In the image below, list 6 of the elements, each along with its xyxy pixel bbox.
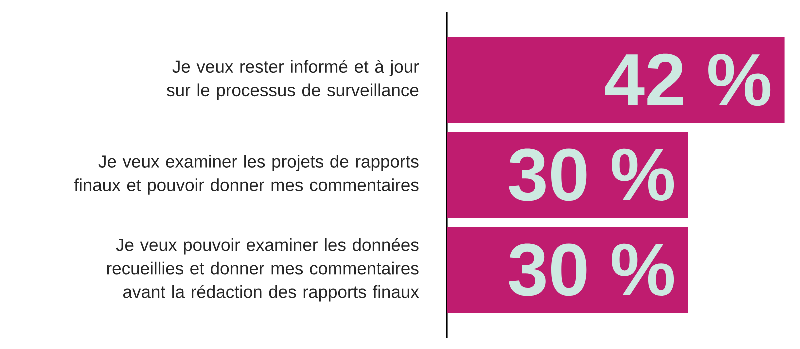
data-label: 30 % [509, 148, 674, 202]
data-label: 42 % [605, 54, 771, 106]
y-tick-label: Je veux rester informé et à jour sur le processus de surveillance [167, 60, 420, 100]
data-label: 30 % [509, 244, 674, 296]
y-tick-label: Je veux examiner les projets de rapports finaux et pouvoir donner mes commentaires [74, 155, 419, 195]
y-tick-label: Je veux pouvoir examiner les données recueillies et donner mes commentaires avant la rédaction des rapports finaux [107, 238, 420, 302]
